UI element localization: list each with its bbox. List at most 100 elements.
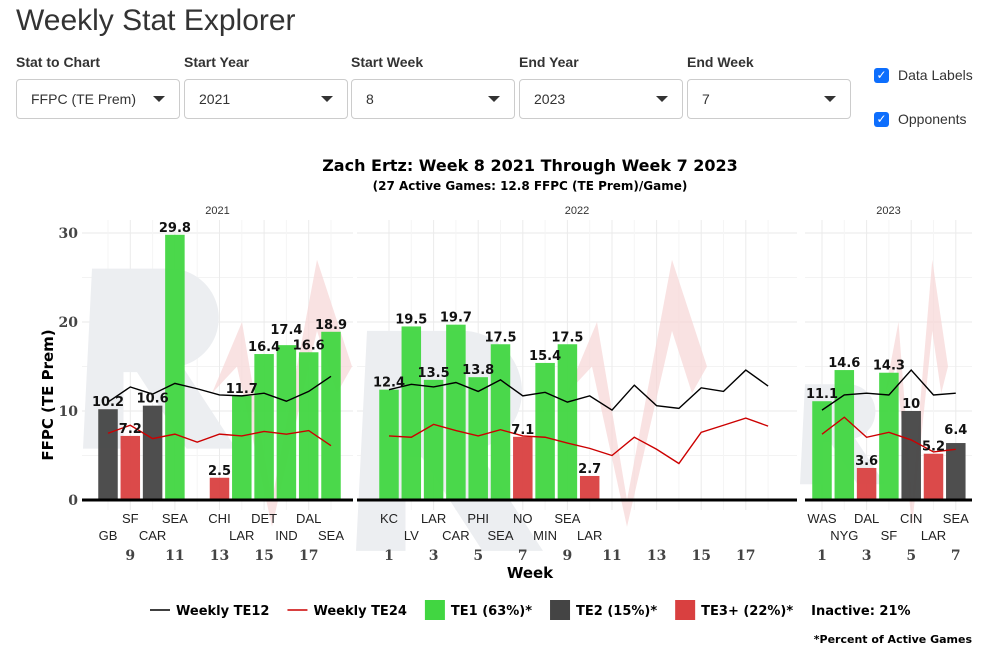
bar-te1: [298, 352, 319, 500]
opponents-checkbox[interactable]: ✓ Opponents: [874, 111, 967, 127]
bar-te1: [165, 234, 185, 500]
watermark-logo: [885, 259, 948, 527]
x-tick-label: 3: [429, 548, 439, 564]
legend-inactive-label: Inactive: 21%: [811, 604, 910, 619]
x-tick-label: 1: [384, 548, 394, 564]
opponent-label: PHI: [467, 511, 489, 526]
x-tick-label: 11: [602, 548, 621, 564]
panel-year-label: 2021: [205, 205, 229, 217]
start-week-label: Start Week: [351, 54, 424, 70]
check-icon: ✓: [874, 67, 889, 83]
chart-subtitle: (27 Active Games: 12.8 FFPC (TE Prem)/Ga…: [373, 179, 688, 193]
x-tick-label: 15: [691, 548, 710, 564]
check-icon: ✓: [874, 111, 889, 127]
data-label: 18.9: [315, 318, 347, 333]
data-label: 10.2: [92, 395, 124, 410]
end-week-label: End Week: [687, 54, 754, 70]
opponent-label: SEA: [943, 511, 969, 526]
opponent-label: SEA: [318, 528, 344, 543]
y-tick-label: 10: [59, 404, 79, 420]
caret-down-icon: [656, 96, 668, 102]
data-label: 16.4: [248, 340, 280, 355]
x-tick-label: 9: [125, 548, 135, 564]
bar-te1: [834, 370, 855, 500]
end-week-group: End Week 7: [687, 54, 851, 119]
caret-down-icon: [153, 96, 165, 102]
opponent-label: WAS: [807, 511, 836, 526]
x-tick-label: 1: [817, 548, 827, 564]
opponent-label: DET: [251, 511, 277, 526]
data-label: 17.5: [484, 330, 516, 345]
legend-te3-swatch: [675, 600, 696, 620]
stat-label: Stat to Chart: [16, 54, 100, 70]
caret-down-icon: [321, 96, 333, 102]
start-year-select[interactable]: 2021: [184, 79, 348, 119]
data-label: 14.3: [873, 359, 905, 374]
opponents-label: Opponents: [898, 111, 967, 127]
data-labels-checkbox[interactable]: ✓ Data Labels: [874, 67, 973, 83]
data-label: 16.6: [293, 338, 325, 353]
data-labels-label: Data Labels: [898, 67, 973, 83]
bar-te1: [446, 324, 466, 500]
te24-line: [821, 416, 956, 453]
data-label: 14.6: [828, 356, 860, 371]
data-label: 5.2: [922, 440, 945, 455]
opponent-label: GB: [99, 528, 118, 543]
data-label: 17.5: [551, 330, 583, 345]
data-label: 3.6: [855, 454, 878, 469]
end-year-select[interactable]: 2023: [519, 79, 683, 119]
page-title: Weekly Stat Explorer: [16, 4, 296, 37]
legend-te2-label: TE2 (15%)*: [576, 604, 657, 619]
x-tick-label: 3: [862, 548, 872, 564]
opponent-label: MIN: [533, 528, 557, 543]
opponent-label: NO: [513, 511, 533, 526]
data-label: 13.8: [462, 363, 494, 378]
panel-year-label: 2022: [565, 205, 589, 217]
x-axis-label: Week: [507, 564, 554, 582]
bar-te3: [856, 467, 877, 500]
opponent-label: KC: [380, 511, 398, 526]
opponent-label: SEA: [554, 511, 580, 526]
bar-te1: [879, 372, 899, 500]
x-tick-label: 9: [563, 548, 573, 564]
bar-te3: [209, 477, 230, 500]
stat-select[interactable]: FFPC (TE Prem): [16, 79, 180, 119]
start-year-group: Start Year 2021: [184, 54, 348, 119]
bar-te1: [468, 377, 488, 500]
opponent-label: SF: [122, 511, 139, 526]
data-label: 2.5: [208, 464, 231, 479]
data-label: 19.7: [440, 311, 472, 326]
legend-te12-label: Weekly TE12: [176, 604, 269, 619]
bar-te1: [254, 354, 274, 500]
bar-te3: [513, 436, 533, 500]
opponent-label: DAL: [854, 511, 879, 526]
opponent-label: NYG: [830, 528, 858, 543]
te12-line: [107, 375, 332, 403]
x-tick-label: 13: [210, 548, 229, 564]
bar-te2: [142, 405, 163, 500]
x-tick-label: 5: [473, 548, 483, 564]
legend-te2-swatch: [550, 600, 571, 620]
end-week-select[interactable]: 7: [687, 79, 851, 119]
legend-te1-label: TE1 (63%)*: [451, 604, 532, 619]
end-year-value: 2023: [534, 91, 566, 107]
end-year-group: End Year 2023: [519, 54, 683, 119]
opponent-label: LAR: [577, 528, 602, 543]
x-tick-label: 15: [254, 548, 273, 564]
bar-te2: [98, 409, 118, 500]
data-label: 7.2: [119, 422, 142, 437]
end-week-value: 7: [702, 91, 710, 107]
bar-te1: [321, 331, 341, 500]
start-year-value: 2021: [199, 91, 231, 107]
x-tick-label: 5: [906, 548, 916, 564]
x-tick-label: 7: [951, 548, 961, 564]
opponent-label: DAL: [296, 511, 321, 526]
opponent-label: SF: [881, 528, 898, 543]
watermark-logo: [212, 259, 352, 527]
legend-te24-label: Weekly TE24: [313, 604, 406, 619]
x-tick-label: 13: [647, 548, 666, 564]
start-week-select[interactable]: 8: [351, 79, 515, 119]
bar-te3: [923, 453, 944, 500]
legend-te3-label: TE3+ (22%)*: [701, 604, 793, 619]
te24-line: [107, 424, 332, 447]
